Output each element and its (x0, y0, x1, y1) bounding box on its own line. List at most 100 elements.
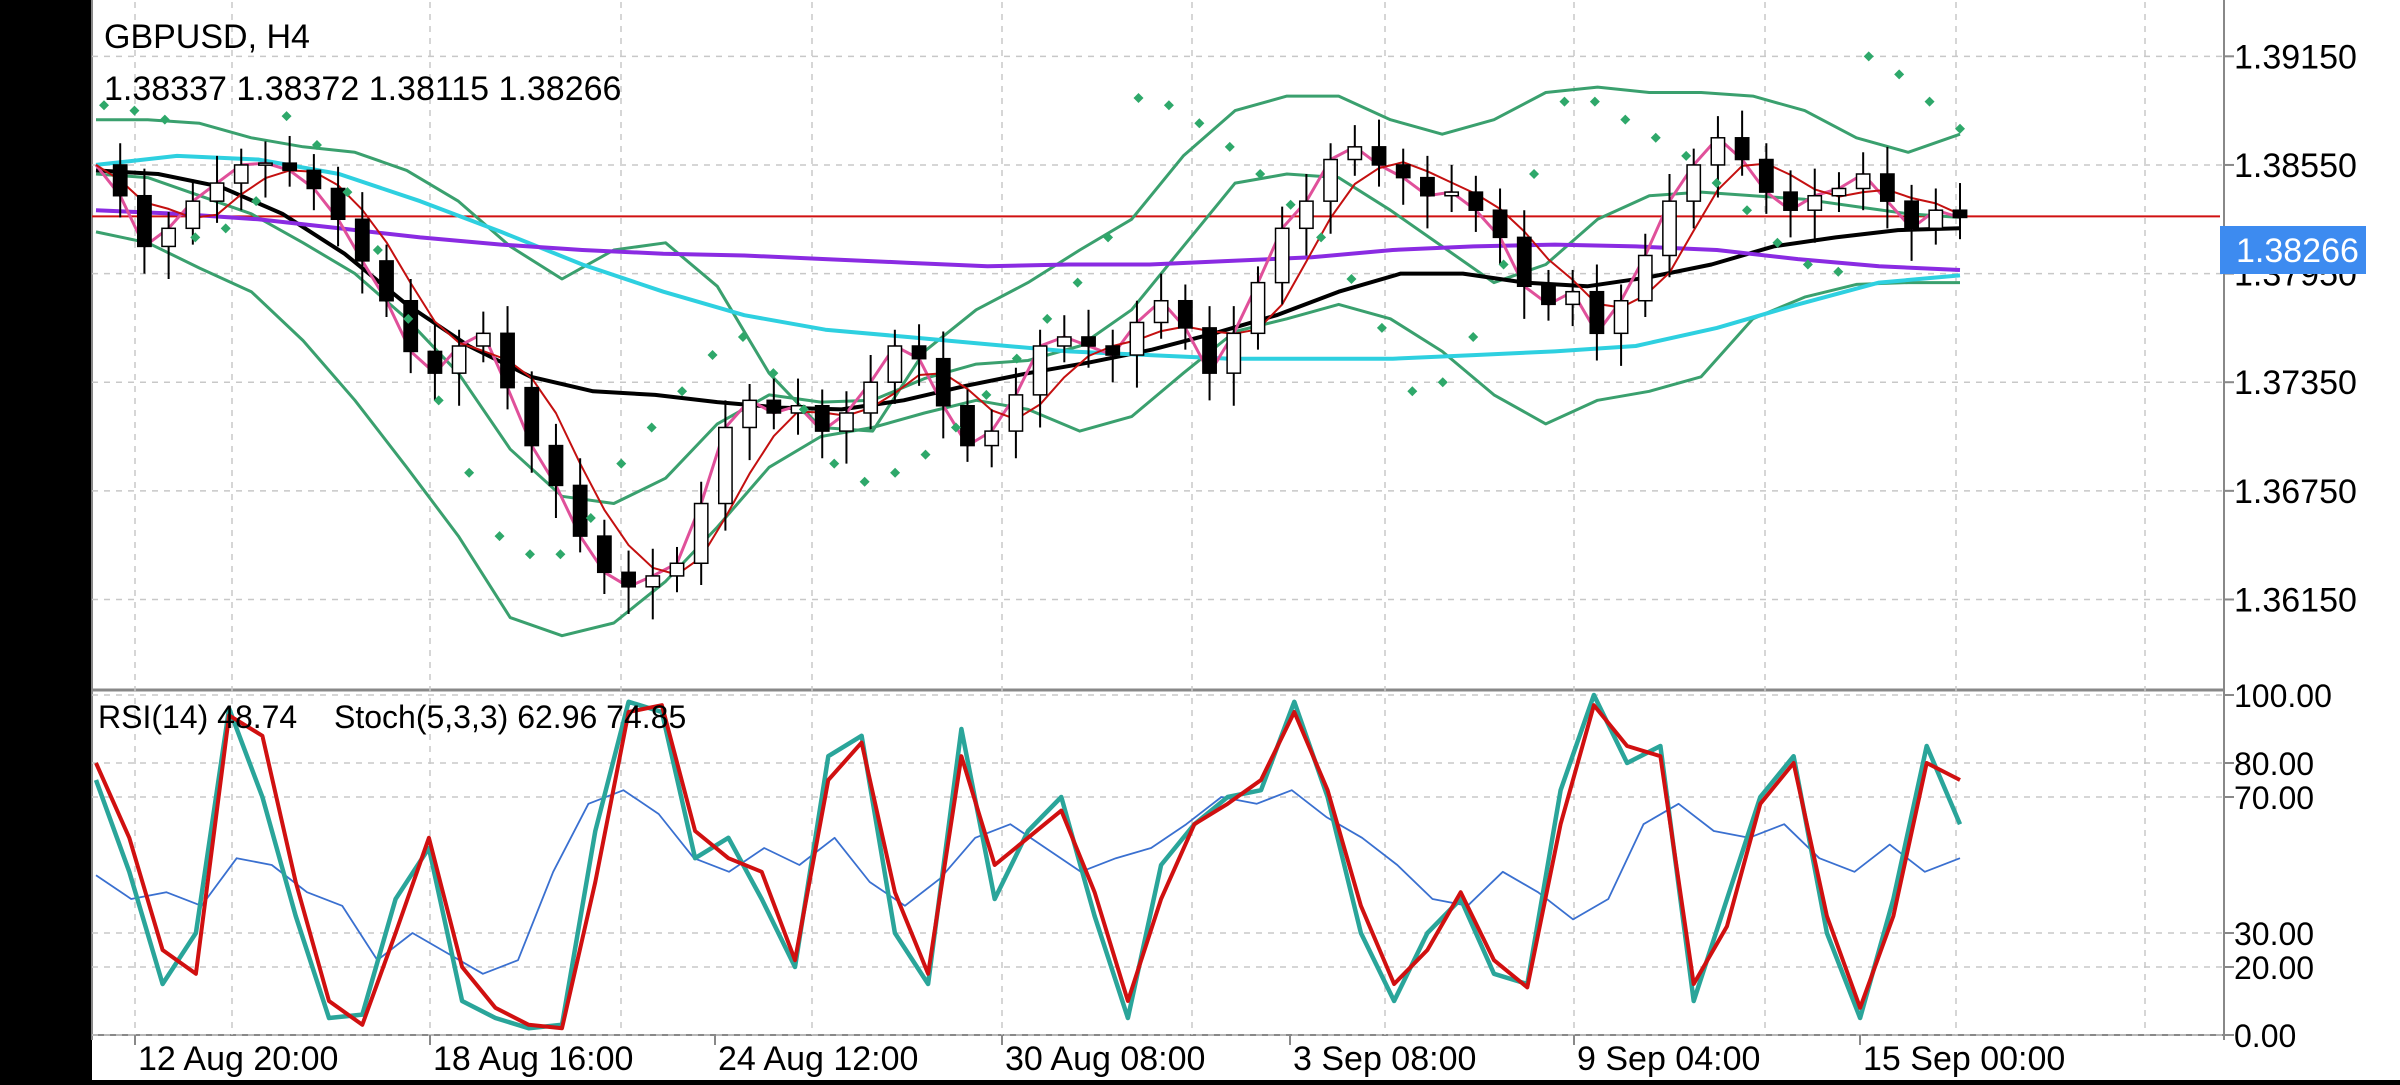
sar-dot (1955, 123, 1965, 134)
sar-dot (1042, 313, 1053, 324)
sar-dot (1711, 178, 1722, 189)
bear-candle (1758, 158, 1774, 193)
bull-candle (1032, 345, 1048, 396)
bear-candle (1734, 137, 1750, 161)
price-axis-label: 1.38550 (2234, 147, 2357, 185)
oscillator-axis-label: 80.00 (2234, 746, 2314, 782)
time-axis-label: 18 Aug 16:00 (433, 1040, 633, 1078)
bear-candle (596, 535, 612, 574)
bear-candle (572, 484, 588, 537)
sar-dot (372, 245, 383, 256)
grid-layer (91, 0, 2225, 1040)
bear-candle (306, 169, 322, 190)
bull-candle (1298, 200, 1314, 230)
bear-candle (354, 218, 370, 262)
sar-dot (311, 140, 322, 151)
price-axis-label: 1.39150 (2234, 38, 2357, 76)
current-price-badge-label: 1.38266 (2236, 232, 2359, 270)
sar-dot (524, 549, 535, 560)
bear-candle (1105, 345, 1121, 356)
sar-dot (981, 389, 992, 400)
bull-candle (693, 502, 709, 565)
oscillator-axis-label: 70.00 (2234, 780, 2314, 816)
sar-dot (1285, 199, 1296, 210)
sar-dot (1802, 259, 1813, 270)
bear-candle (911, 345, 927, 360)
current-price-badge (2220, 226, 2366, 274)
bull-candle (669, 562, 685, 577)
sar-dot (190, 232, 201, 243)
bear-candle (1879, 173, 1895, 202)
bear-candle (1468, 191, 1484, 211)
sar-dot (1559, 96, 1570, 107)
oscillator-axis-label: 100.00 (2234, 678, 2332, 714)
bull-candle (839, 412, 854, 432)
sar-dot (1620, 114, 1631, 125)
bear-candle (1516, 236, 1532, 288)
bull-candle (887, 345, 903, 383)
bear-candle (814, 404, 830, 432)
sar-dot (494, 531, 505, 542)
bear-candle (282, 162, 298, 172)
sar-dot (677, 386, 688, 397)
time-axis-label: 30 Aug 08:00 (1005, 1040, 1205, 1078)
price-axis-label: 1.36150 (2234, 581, 2357, 619)
sar-dot (585, 513, 596, 523)
sar-dot (1742, 205, 1753, 216)
sar-dot (99, 100, 109, 111)
sar-dot (433, 395, 444, 406)
bear-candle (137, 194, 152, 248)
sar-dot (281, 111, 292, 122)
bear-candle (766, 399, 782, 414)
time-axis-label: 15 Sep 00:00 (1863, 1040, 2065, 1078)
ohlc-values-label: 1.38337 1.38372 1.38115 1.38266 (104, 70, 621, 108)
bull-candle (1613, 299, 1629, 335)
bear-candle (1541, 285, 1556, 306)
time-axis-label: 9 Sep 04:00 (1577, 1040, 1760, 1078)
price-panel[interactable] (92, 51, 2220, 638)
bear-candle (1420, 176, 1435, 197)
bull-candle (1831, 187, 1847, 197)
bull-candle (1855, 173, 1871, 190)
sar-dot (616, 458, 627, 469)
sar-dot (1194, 118, 1205, 129)
bear-candle (330, 187, 346, 221)
time-axis-label: 24 Aug 12:00 (718, 1040, 918, 1078)
bear-candle (524, 386, 540, 447)
bear-candle (1371, 146, 1387, 166)
sar-dot (1894, 69, 1905, 80)
bull-candle (1129, 321, 1145, 356)
series-line-bollinger_lower (95, 230, 1960, 638)
sar-dot (798, 404, 809, 415)
sar-dot (251, 196, 262, 207)
oscillator-axis-label: 30.00 (2234, 916, 2314, 952)
sar-dot (464, 467, 475, 478)
sar-dot (1437, 377, 1448, 388)
bull-candle (209, 182, 225, 202)
sar-dot (950, 422, 961, 433)
stoch-signal-line (94, 703, 1961, 1031)
sar-dot (1163, 100, 1174, 111)
sar-dot (920, 449, 931, 460)
bull-candle (863, 381, 879, 414)
bull-candle (1662, 200, 1677, 257)
sar-dot (555, 549, 566, 560)
bull-candle (451, 345, 467, 374)
oscillator-panel[interactable] (93, 692, 1963, 1031)
sar-dot (1589, 96, 1600, 107)
sar-dot (890, 467, 901, 478)
series-line-bollinger_upper (96, 85, 1961, 433)
sar-dot (1863, 51, 1874, 62)
sar-dot (1255, 169, 1266, 179)
bear-candle (1589, 290, 1605, 335)
sar-dot (1833, 266, 1844, 277)
bear-candle (1202, 327, 1217, 374)
sar-dot (707, 350, 718, 361)
bear-candle (1395, 164, 1411, 179)
bear-candle (621, 571, 636, 588)
bull-candle (717, 426, 733, 505)
bull-candle (1153, 299, 1169, 324)
oscillator-axis-label: 0.00 (2234, 1018, 2296, 1054)
